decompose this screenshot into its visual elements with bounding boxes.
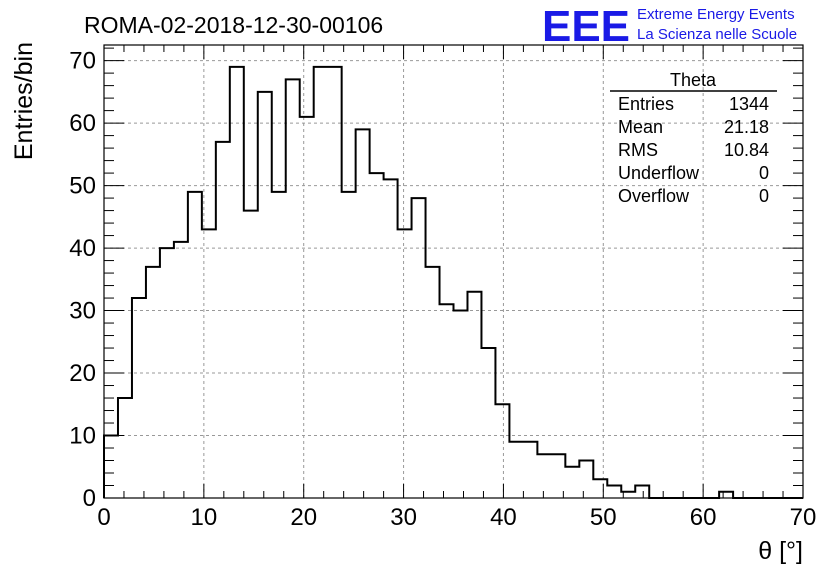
- y-tick-label: 0: [83, 485, 96, 512]
- plot-frame: [103, 44, 804, 499]
- eee-logo-mark: EEE: [542, 2, 630, 51]
- x-tick-label: 60: [690, 504, 717, 531]
- y-tick-label: 20: [69, 360, 96, 387]
- x-tick-label: 30: [390, 504, 417, 531]
- eee-logo-line2: La Scienza nelle Scuole: [637, 26, 797, 43]
- x-tick-label: 20: [290, 504, 317, 531]
- stats-row-value: 0: [759, 186, 769, 206]
- y-tick-label: 70: [69, 48, 96, 75]
- stats-row-label: Overflow: [618, 186, 690, 206]
- x-axis-label: θ [°]: [758, 537, 803, 565]
- stats-row-label: Underflow: [618, 163, 700, 183]
- eee-logo-line1: Extreme Energy Events: [637, 6, 795, 23]
- stats-row-label: Mean: [618, 117, 663, 137]
- stats-box: Theta Entries 1344 Mean 21.18 RMS 10.84 Underf…: [610, 70, 777, 206]
- stats-row-label: RMS: [618, 140, 658, 160]
- x-tick-label: 0: [97, 504, 110, 531]
- x-tick-label: 70: [790, 504, 817, 531]
- stats-row-value: 0: [759, 163, 769, 183]
- axis-ticks: 0 10 20 30 40 50 60 70 0 10 20 30 40 50 60 70: [69, 45, 816, 531]
- y-tick-label: 60: [69, 110, 96, 137]
- stats-rows: Entries 1344 Mean 21.18 RMS 10.84 Underflow 0 Ov…: [618, 94, 769, 206]
- x-tick-label: 40: [490, 504, 517, 531]
- stats-row-label: Entries: [618, 94, 674, 114]
- x-tick-label: 10: [191, 504, 218, 531]
- stats-title: Theta: [670, 70, 717, 90]
- y-tick-label: 10: [69, 423, 96, 450]
- y-axis-label: Entries/bin: [10, 42, 38, 160]
- grid-lines: [104, 45, 803, 498]
- stats-row-value: 21.18: [724, 117, 769, 137]
- stats-row-value: 1344: [729, 94, 769, 114]
- y-tick-label: 30: [69, 298, 96, 325]
- histogram-outline: [103, 65, 803, 499]
- chart-title: ROMA-02-2018-12-30-00106: [84, 12, 383, 38]
- x-tick-label: 50: [590, 504, 617, 531]
- y-tick-label: 40: [69, 235, 96, 262]
- y-tick-label: 50: [69, 173, 96, 200]
- stats-row-value: 10.84: [724, 140, 769, 160]
